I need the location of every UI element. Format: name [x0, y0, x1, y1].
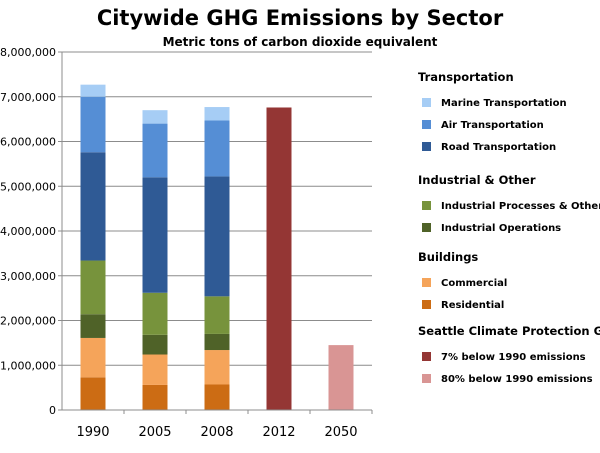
legend-heading: Buildings: [418, 250, 479, 264]
legend-swatch: [422, 98, 431, 107]
y-tick-label: 2,000,000: [0, 315, 56, 328]
x-tick-label: 2050: [324, 425, 357, 440]
legend-label: 7% below 1990 emissions: [441, 352, 586, 363]
bar-road-transportation-2005: [142, 177, 168, 293]
y-tick-label: 8,000,000: [0, 46, 56, 59]
legend-item: Industrial Processes & Other: [422, 201, 600, 212]
bar-air-transportation-2008: [204, 120, 230, 177]
bar-marine-transportation-1990: [80, 84, 106, 97]
bar-road-transportation-2008: [204, 176, 230, 297]
bar-air-transportation-2005: [142, 123, 168, 178]
bar-industrial-operations-2005: [142, 334, 168, 355]
legend-swatch: [422, 352, 431, 361]
y-axis-ticks: 0 1,000,000 2,000,000 3,000,000 4,000,000 5,0…: [0, 46, 62, 417]
legend-heading: Seattle Climate Protection Goals: [418, 324, 600, 338]
legend-swatch: [422, 374, 431, 383]
y-tick-label: 0: [49, 404, 56, 417]
legend-item: Air Transportation: [422, 120, 544, 131]
bar-commercial-1990: [80, 337, 106, 378]
legend-swatch: [422, 278, 431, 287]
bar-marine-transportation-2005: [142, 110, 168, 124]
bar-80-below-1990-emissions-2050: [328, 345, 354, 410]
bar-commercial-2005: [142, 354, 168, 385]
bar-residential-2008: [204, 384, 230, 410]
bar-commercial-2008: [204, 350, 230, 385]
x-tick-label: 2008: [200, 425, 233, 440]
legend-heading: Industrial & Other: [418, 173, 536, 187]
legend-swatch: [422, 120, 431, 129]
bar-industrial-operations-2008: [204, 333, 230, 351]
bar-residential-1990: [80, 377, 106, 410]
bar-road-transportation-1990: [80, 152, 106, 261]
y-tick-label: 5,000,000: [0, 180, 56, 193]
legend-label: Air Transportation: [441, 120, 544, 131]
x-tick-label: 2012: [262, 425, 295, 440]
bar-industrial-processes-other-2005: [142, 292, 168, 335]
y-tick-label: 3,000,000: [0, 270, 56, 283]
x-tick-label: 1990: [76, 425, 109, 440]
legend-item: Residential: [422, 300, 504, 311]
legend-item: Road Transportation: [422, 142, 556, 153]
legend-label: 80% below 1990 emissions: [441, 374, 593, 385]
bar-industrial-processes-other-2008: [204, 296, 230, 334]
bar-residential-2005: [142, 384, 168, 410]
legend-swatch: [422, 142, 431, 151]
legend-label: Road Transportation: [441, 142, 557, 153]
y-tick-label: 7,000,000: [0, 91, 56, 104]
y-tick-label: 6,000,000: [0, 136, 56, 149]
bar-7-below-1990-emissions-2012: [266, 107, 292, 411]
legend-swatch: [422, 201, 431, 210]
x-axis-ticks: 1990 2005 2008 2012 2050: [76, 410, 373, 440]
legend-label: Commercial: [441, 278, 508, 289]
legend-swatch: [422, 223, 431, 232]
legend-swatch: [422, 300, 431, 309]
legend-item: Marine Transportation: [422, 98, 567, 109]
bar-air-transportation-1990: [80, 96, 106, 153]
legend-label: Marine Transportation: [441, 98, 567, 109]
x-tick-label: 2005: [138, 425, 171, 440]
legend: Transportation Marine Transportation Air T…: [418, 0, 600, 453]
legend-heading: Transportation: [418, 70, 514, 84]
bar-industrial-processes-other-1990: [80, 260, 106, 315]
y-tick-label: 4,000,000: [0, 225, 56, 238]
y-tick-label: 1,000,000: [0, 359, 56, 372]
bar-marine-transportation-2008: [204, 107, 230, 121]
legend-label: Residential: [441, 300, 505, 311]
legend-label: Industrial Operations: [441, 223, 562, 234]
bars: [80, 84, 354, 411]
bar-industrial-operations-1990: [80, 314, 106, 338]
chart-title: Citywide GHG Emissions by Sector: [96, 6, 504, 30]
legend-item: Industrial Operations: [422, 223, 561, 234]
legend-item: Commercial: [422, 278, 507, 289]
legend-label: Industrial Processes & Other: [441, 201, 600, 212]
legend-item: 80% below 1990 emissions: [422, 374, 593, 385]
legend-item: 7% below 1990 emissions: [422, 352, 586, 363]
chart-subtitle: Metric tons of carbon dioxide equivalent: [162, 35, 438, 49]
